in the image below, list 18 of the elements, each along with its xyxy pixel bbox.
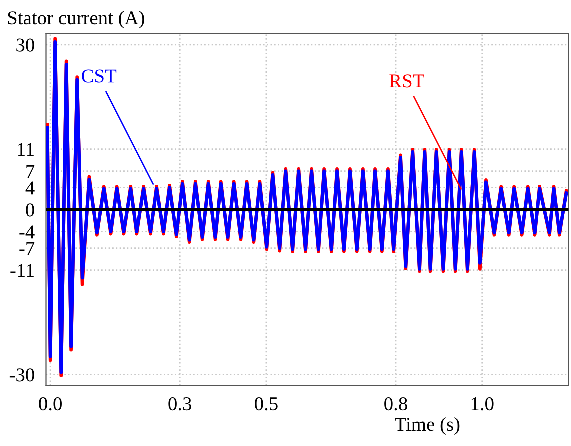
y-tick-label: 30	[16, 38, 34, 52]
y-tick-label: -4	[20, 226, 35, 239]
annotation: RST	[390, 74, 424, 88]
x-tick-label: 0.5	[255, 397, 278, 411]
y-axis-title: Stator current (A)	[8, 10, 144, 29]
y-tick-label: -11	[10, 264, 34, 278]
y-tick-label: -30	[10, 368, 34, 382]
x-tick-label: 0.8	[384, 397, 408, 411]
x-tick-label: 0.3	[168, 397, 192, 411]
y-tick-label: 11	[18, 143, 34, 156]
x-tick-label: 1.0	[472, 397, 494, 411]
y-tick-label: 7	[26, 165, 35, 178]
y-tick-label: -7	[20, 242, 35, 256]
x-tick-label: 0.0	[39, 397, 62, 411]
annotation: CST	[82, 70, 117, 83]
y-tick-label: 0	[26, 204, 34, 217]
x-axis-title: Time (s)	[395, 417, 460, 436]
y-tick-label: 4	[26, 182, 35, 195]
